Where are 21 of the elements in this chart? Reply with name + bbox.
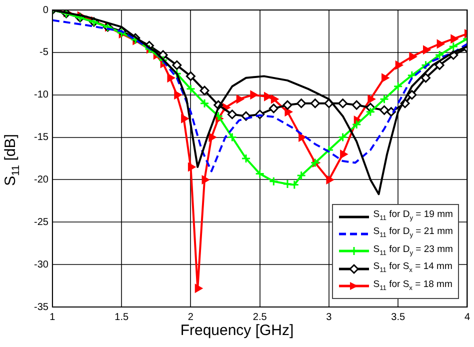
- x-tick-label: 3: [326, 312, 332, 323]
- y-tick-label: -35: [34, 302, 49, 313]
- legend-label: S$_{11}$ for S$_{x}$ = 14 mm: [373, 260, 452, 276]
- x-tick-label: 4: [464, 312, 470, 323]
- legend-label: S$_{11}$ for S$_{x}$ = 18 mm: [373, 278, 452, 294]
- y-tick-label: -10: [34, 90, 49, 101]
- x-tick-label: 1: [50, 312, 56, 323]
- x-tick-label: 3.5: [391, 312, 406, 323]
- x-tick-label: 2: [188, 312, 194, 323]
- legend-label: S$_{11}$ for D$_{y}$ = 19 mm: [373, 208, 453, 224]
- y-tick-label: -5: [40, 47, 49, 58]
- y-tick-label: -25: [34, 216, 49, 228]
- x-tick-label: 2.5: [252, 312, 268, 323]
- y-tick-label: -15: [34, 132, 49, 144]
- y-tick-label: -30: [34, 259, 49, 270]
- y-tick-label: 0: [42, 4, 49, 16]
- legend-label: S$_{11}$ for D$_{y}$ = 21 mm: [373, 225, 453, 242]
- x-axis-title: Frequency [GHz]: [179, 322, 295, 339]
- x-tick-label: 1.5: [114, 312, 129, 323]
- y-tick-label: -20: [34, 174, 49, 186]
- legend-label: S$_{11}$ for D$_{y}$ = 23 mm: [373, 242, 453, 259]
